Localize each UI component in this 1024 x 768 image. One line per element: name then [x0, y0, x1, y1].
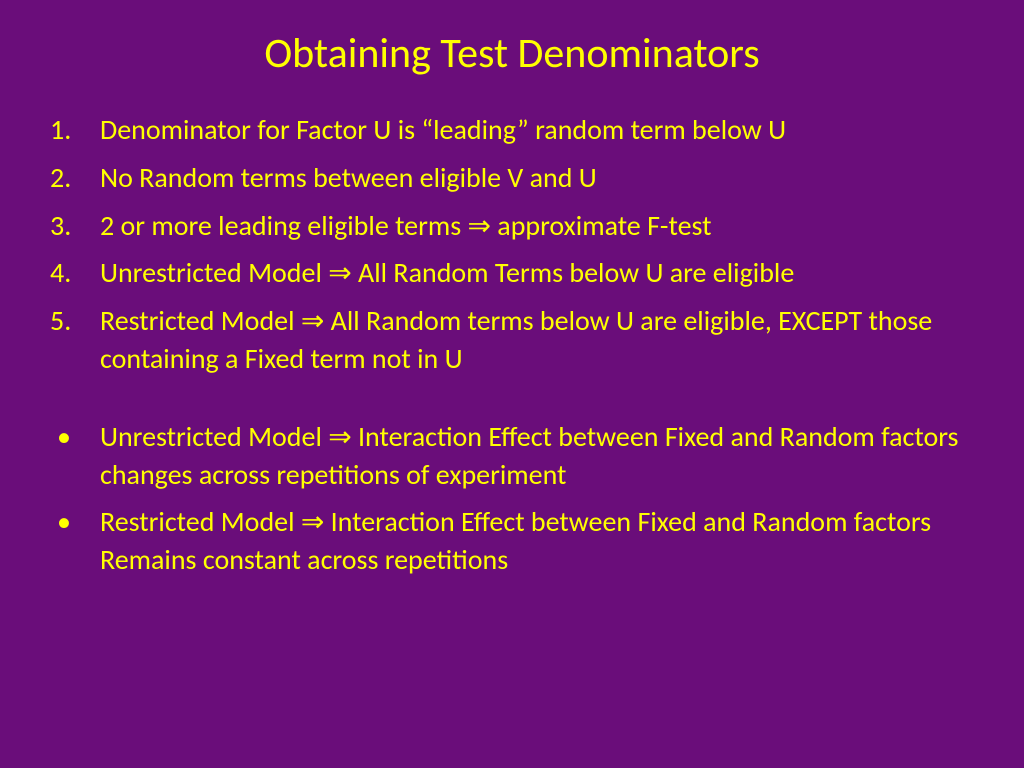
list-item: Unrestricted Model ⇒ All Random Terms be… — [45, 254, 979, 292]
slide-title: Obtaining Test Denominators — [45, 28, 979, 79]
list-item: Restricted Model ⇒ Interaction Effect be… — [45, 503, 979, 579]
numbered-list: Denominator for Factor U is “leading” ra… — [45, 111, 979, 378]
slide-container: Obtaining Test Denominators Denominator … — [0, 0, 1024, 768]
list-item: 2 or more leading eligible terms ⇒ appro… — [45, 207, 979, 245]
list-item: Unrestricted Model ⇒ Interaction Effect … — [45, 418, 979, 494]
list-item: No Random terms between eligible V and U — [45, 159, 979, 197]
list-item: Denominator for Factor U is “leading” ra… — [45, 111, 979, 149]
list-item: Restricted Model ⇒ All Random terms belo… — [45, 302, 979, 378]
bulleted-list: Unrestricted Model ⇒ Interaction Effect … — [45, 418, 979, 579]
